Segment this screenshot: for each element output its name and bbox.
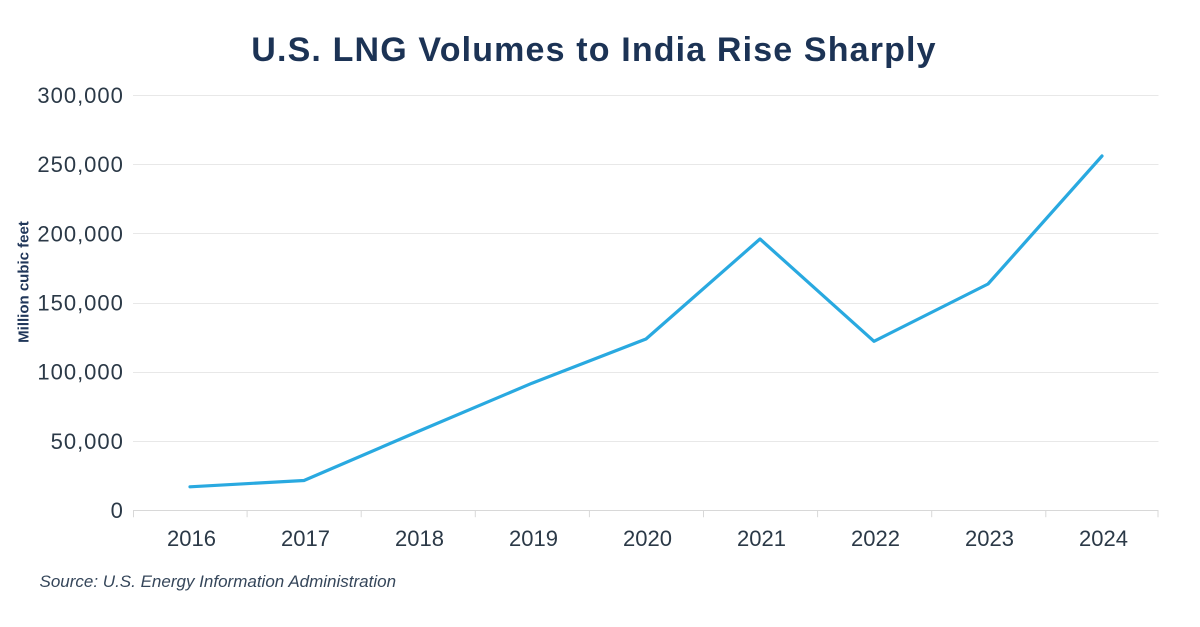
svg-text:2023: 2023 — [965, 526, 1014, 551]
svg-text:2021: 2021 — [737, 526, 786, 551]
svg-text:2020: 2020 — [623, 526, 672, 551]
svg-text:2018: 2018 — [395, 526, 444, 551]
svg-text:2019: 2019 — [509, 526, 558, 551]
svg-text:100,000: 100,000 — [37, 360, 124, 385]
svg-text:2017: 2017 — [281, 526, 330, 551]
svg-text:Source: U.S. Energy Informatio: Source: U.S. Energy Information Administ… — [40, 572, 397, 591]
svg-text:50,000: 50,000 — [51, 429, 124, 454]
svg-text:300,000: 300,000 — [37, 83, 124, 108]
svg-text:Million cubic feet: Million cubic feet — [16, 221, 33, 343]
svg-text:2022: 2022 — [851, 526, 900, 551]
svg-text:2016: 2016 — [167, 526, 216, 551]
svg-text:150,000: 150,000 — [37, 291, 124, 316]
svg-text:250,000: 250,000 — [37, 152, 124, 177]
svg-text:0: 0 — [111, 498, 124, 523]
svg-text:U.S. LNG Volumes to India Rise: U.S. LNG Volumes to India Rise Sharply — [251, 31, 936, 69]
svg-text:2024: 2024 — [1079, 526, 1128, 551]
svg-text:200,000: 200,000 — [37, 221, 124, 246]
